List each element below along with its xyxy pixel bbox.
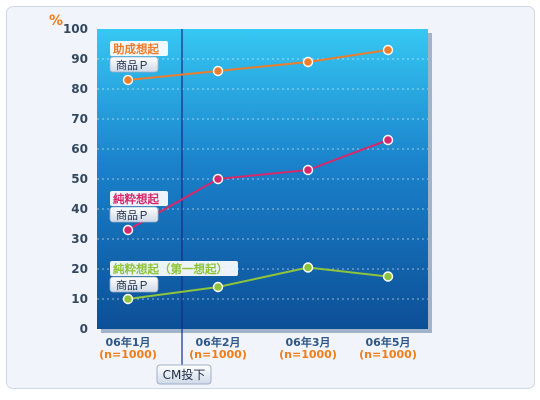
y-tick-label: 20 <box>71 262 88 276</box>
series-sub-box <box>109 206 159 223</box>
series-2-point <box>212 173 224 185</box>
series-name: 純粋想起 <box>113 192 159 206</box>
x-tick-label: 06年2月 <box>196 335 241 349</box>
y-tick-label: 80 <box>71 82 88 96</box>
y-unit-label: % <box>49 13 63 29</box>
cm-annotation-label: CM投下 <box>163 367 206 382</box>
series-1-point <box>122 74 134 86</box>
series-3-point <box>122 293 134 305</box>
x-tick-label: 06年1月 <box>106 335 151 349</box>
series-line-2 <box>127 139 389 231</box>
series-2-point <box>302 164 314 176</box>
series-1-point <box>302 56 314 68</box>
series-3-point <box>302 262 314 273</box>
series-label-3: 純粋想起（第一想起） 商品Ｐ <box>109 261 238 293</box>
y-tick-label: 90 <box>71 52 88 66</box>
series-name: 助成想起 <box>113 42 159 56</box>
y-tick-label: 100 <box>63 22 88 36</box>
cm-annotation: CM投下 <box>156 364 212 385</box>
y-tick-label: 30 <box>71 232 88 246</box>
series-line-1 <box>127 49 389 81</box>
series-sub-box <box>109 56 159 73</box>
series-label-box <box>110 41 168 56</box>
series-sub-box <box>109 276 159 293</box>
series-2-point <box>382 134 394 146</box>
cm-annotation-box <box>156 364 212 385</box>
x-tick-sample-size: (n=1000) <box>189 348 247 361</box>
x-tick-label: 06年5月 <box>366 335 411 349</box>
series-name: 純粋想起（第一想起） <box>113 262 228 276</box>
series-3-point <box>382 271 394 282</box>
y-tick-label: 0 <box>80 322 88 336</box>
y-tick-label: 70 <box>71 112 88 126</box>
y-tick-label: 50 <box>71 172 88 186</box>
y-tick-label: 10 <box>71 292 88 306</box>
series-label-box <box>110 191 168 206</box>
series-sub-label: 商品Ｐ <box>116 58 149 72</box>
x-tick-sample-size: (n=1000) <box>279 348 337 361</box>
y-tick-label: 40 <box>71 202 88 216</box>
series-1-point <box>382 44 394 56</box>
series-sub-label: 商品Ｐ <box>116 278 149 292</box>
series-1-point <box>212 65 224 77</box>
x-tick-sample-size: (n=1000) <box>99 348 157 361</box>
series-2-point <box>122 224 134 236</box>
series-3-point <box>212 281 224 293</box>
series-sub-label: 商品Ｐ <box>116 208 149 222</box>
x-tick-label: 06年3月 <box>286 335 331 349</box>
series-label-box <box>110 261 238 276</box>
series-line-3 <box>127 266 389 300</box>
x-tick-sample-size: (n=1000) <box>359 348 417 361</box>
y-tick-label: 60 <box>71 142 88 156</box>
